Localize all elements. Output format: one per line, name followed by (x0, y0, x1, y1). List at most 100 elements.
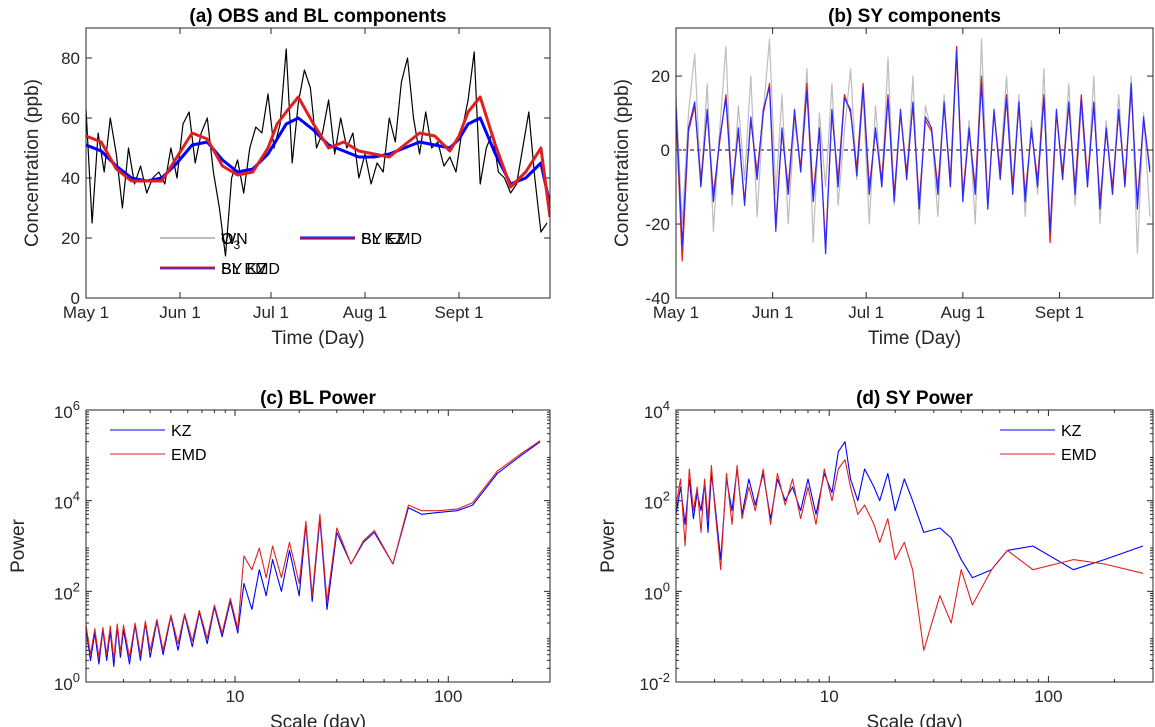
legend-label-subscript: 3 (233, 238, 240, 252)
legend-label-text: KZ (1061, 423, 1082, 440)
tick-exponent: 2 (663, 489, 670, 504)
x-tick-label: Aug 1 (941, 303, 985, 322)
y-tick-label: 104 (54, 489, 80, 513)
legend-label: EMD (171, 447, 207, 464)
series-group (86, 440, 541, 668)
x-axis-label: Time (Day) (271, 328, 364, 349)
y-tick-label: 100 (644, 579, 670, 603)
tick-base: 10 (640, 675, 659, 694)
tick-base: 10 (644, 403, 663, 422)
y-tick-label: 80 (61, 49, 80, 68)
legend-label-text: SY KZ (221, 261, 267, 278)
x-tick-label: Jul 1 (848, 303, 884, 322)
x-tick-label: 100 (434, 687, 462, 706)
legend-label-text: WN (221, 231, 248, 248)
plot-background (86, 28, 550, 298)
legend-label: SY EMD (361, 231, 422, 248)
y-tick-label: 40 (61, 169, 80, 188)
legend-item: WN (160, 231, 248, 248)
axes-box (85, 409, 551, 683)
legend-item: EMD (1000, 447, 1097, 464)
y-tick-label: 0 (661, 141, 670, 160)
legend-item: EMD (110, 447, 207, 464)
legend-label: KZ (1061, 423, 1082, 440)
plot-background (86, 410, 550, 682)
tick-exponent: -2 (658, 670, 670, 685)
x-tick-label: Aug 1 (343, 303, 387, 322)
y-tick-label: 20 (651, 67, 670, 86)
chart-title: (c) BL Power (260, 388, 376, 409)
y-axis-label: Concentration (ppb) (612, 79, 633, 247)
tick-base: 10 (54, 584, 73, 603)
tick-base: 10 (644, 494, 663, 513)
panel-b: May 1 Jun 1 Jul 1 Aug 1 Sept 1 -40 -20 0 20 (b) S… (160, 6, 1154, 349)
tick-base: 10 (54, 403, 73, 422)
x-axis-label: Time (Day) (868, 328, 961, 349)
series-group (86, 48, 550, 257)
y-tick-label: 102 (644, 489, 670, 513)
axes-box (675, 27, 1154, 299)
tick-exponent: 6 (73, 398, 80, 413)
chart-title: (b) SY components (828, 6, 1001, 27)
x-tick-label: Sept 1 (434, 303, 483, 322)
x-tick-label: Sept 1 (1035, 303, 1084, 322)
y-tick-label: 106 (54, 398, 80, 422)
series-line-emd (86, 440, 541, 660)
x-tick-label: Jul 1 (253, 303, 289, 322)
x-tick-label: Jun 1 (159, 303, 201, 322)
x-axis-label: Scale (day) (270, 712, 366, 727)
legend-label-text: O (221, 231, 233, 248)
y-tick-label: 104 (644, 398, 670, 422)
tick-exponent: 2 (73, 579, 80, 594)
x-tick-label: 10 (820, 687, 839, 706)
y-axis-label: Concentration (ppb) (22, 79, 43, 247)
series-line-sy-kz (676, 49, 1151, 255)
panel-a: May 1 Jun 1 Jul 1 Aug 1 Sept 1 0 20 40 60 80 (a) O… (22, 6, 551, 349)
y-tick-label: 10-2 (640, 670, 670, 694)
legend-label: WN (221, 231, 248, 248)
legend-label-text: BL KZ (361, 231, 405, 248)
legend-label: BL KZ (361, 231, 405, 248)
tick-base: 10 (54, 675, 73, 694)
y-tick-label: 0 (71, 289, 80, 308)
y-tick-label: -40 (645, 289, 670, 308)
axes-box (675, 409, 1154, 683)
tick-exponent: 0 (73, 670, 80, 685)
legend-item: SY KZ (160, 261, 267, 278)
tick-exponent: 4 (73, 489, 80, 504)
legend-item: KZ (110, 423, 192, 440)
x-tick-label: 10 (226, 687, 245, 706)
legend-label-text: KZ (171, 423, 192, 440)
legend-label-text: EMD (1061, 447, 1097, 464)
legend-label: EMD (1061, 447, 1097, 464)
legend-item: KZ (1000, 423, 1082, 440)
x-axis-label: Scale (day) (866, 712, 962, 727)
legend-label-text: SY EMD (361, 231, 422, 248)
legend-label: O3 (221, 231, 240, 252)
series-group (676, 441, 1144, 651)
tick-base: 10 (644, 584, 663, 603)
chart-title: (d) SY Power (856, 388, 973, 409)
x-tick-label: May 1 (653, 303, 699, 322)
x-tick-label: May 1 (63, 303, 109, 322)
series-line-emd (676, 459, 1144, 651)
y-tick-label: 100 (54, 670, 80, 694)
y-tick-label: 20 (61, 229, 80, 248)
axes-box (85, 27, 551, 299)
series-group (676, 38, 1151, 262)
y-tick-label: -20 (645, 215, 670, 234)
legend-item: SY EMD (300, 231, 422, 248)
legend-label: BL EMD (221, 261, 280, 278)
y-axis-label: Power (598, 518, 619, 573)
x-tick-label: 100 (1034, 687, 1062, 706)
y-axis-label: Power (8, 518, 29, 573)
legend-label: SY KZ (221, 261, 267, 278)
legend-label: KZ (171, 423, 192, 440)
plot-background (676, 410, 1153, 682)
legend-label-text: BL EMD (221, 261, 280, 278)
x-tick-label: Jun 1 (752, 303, 794, 322)
series-line-kz (676, 441, 1144, 579)
